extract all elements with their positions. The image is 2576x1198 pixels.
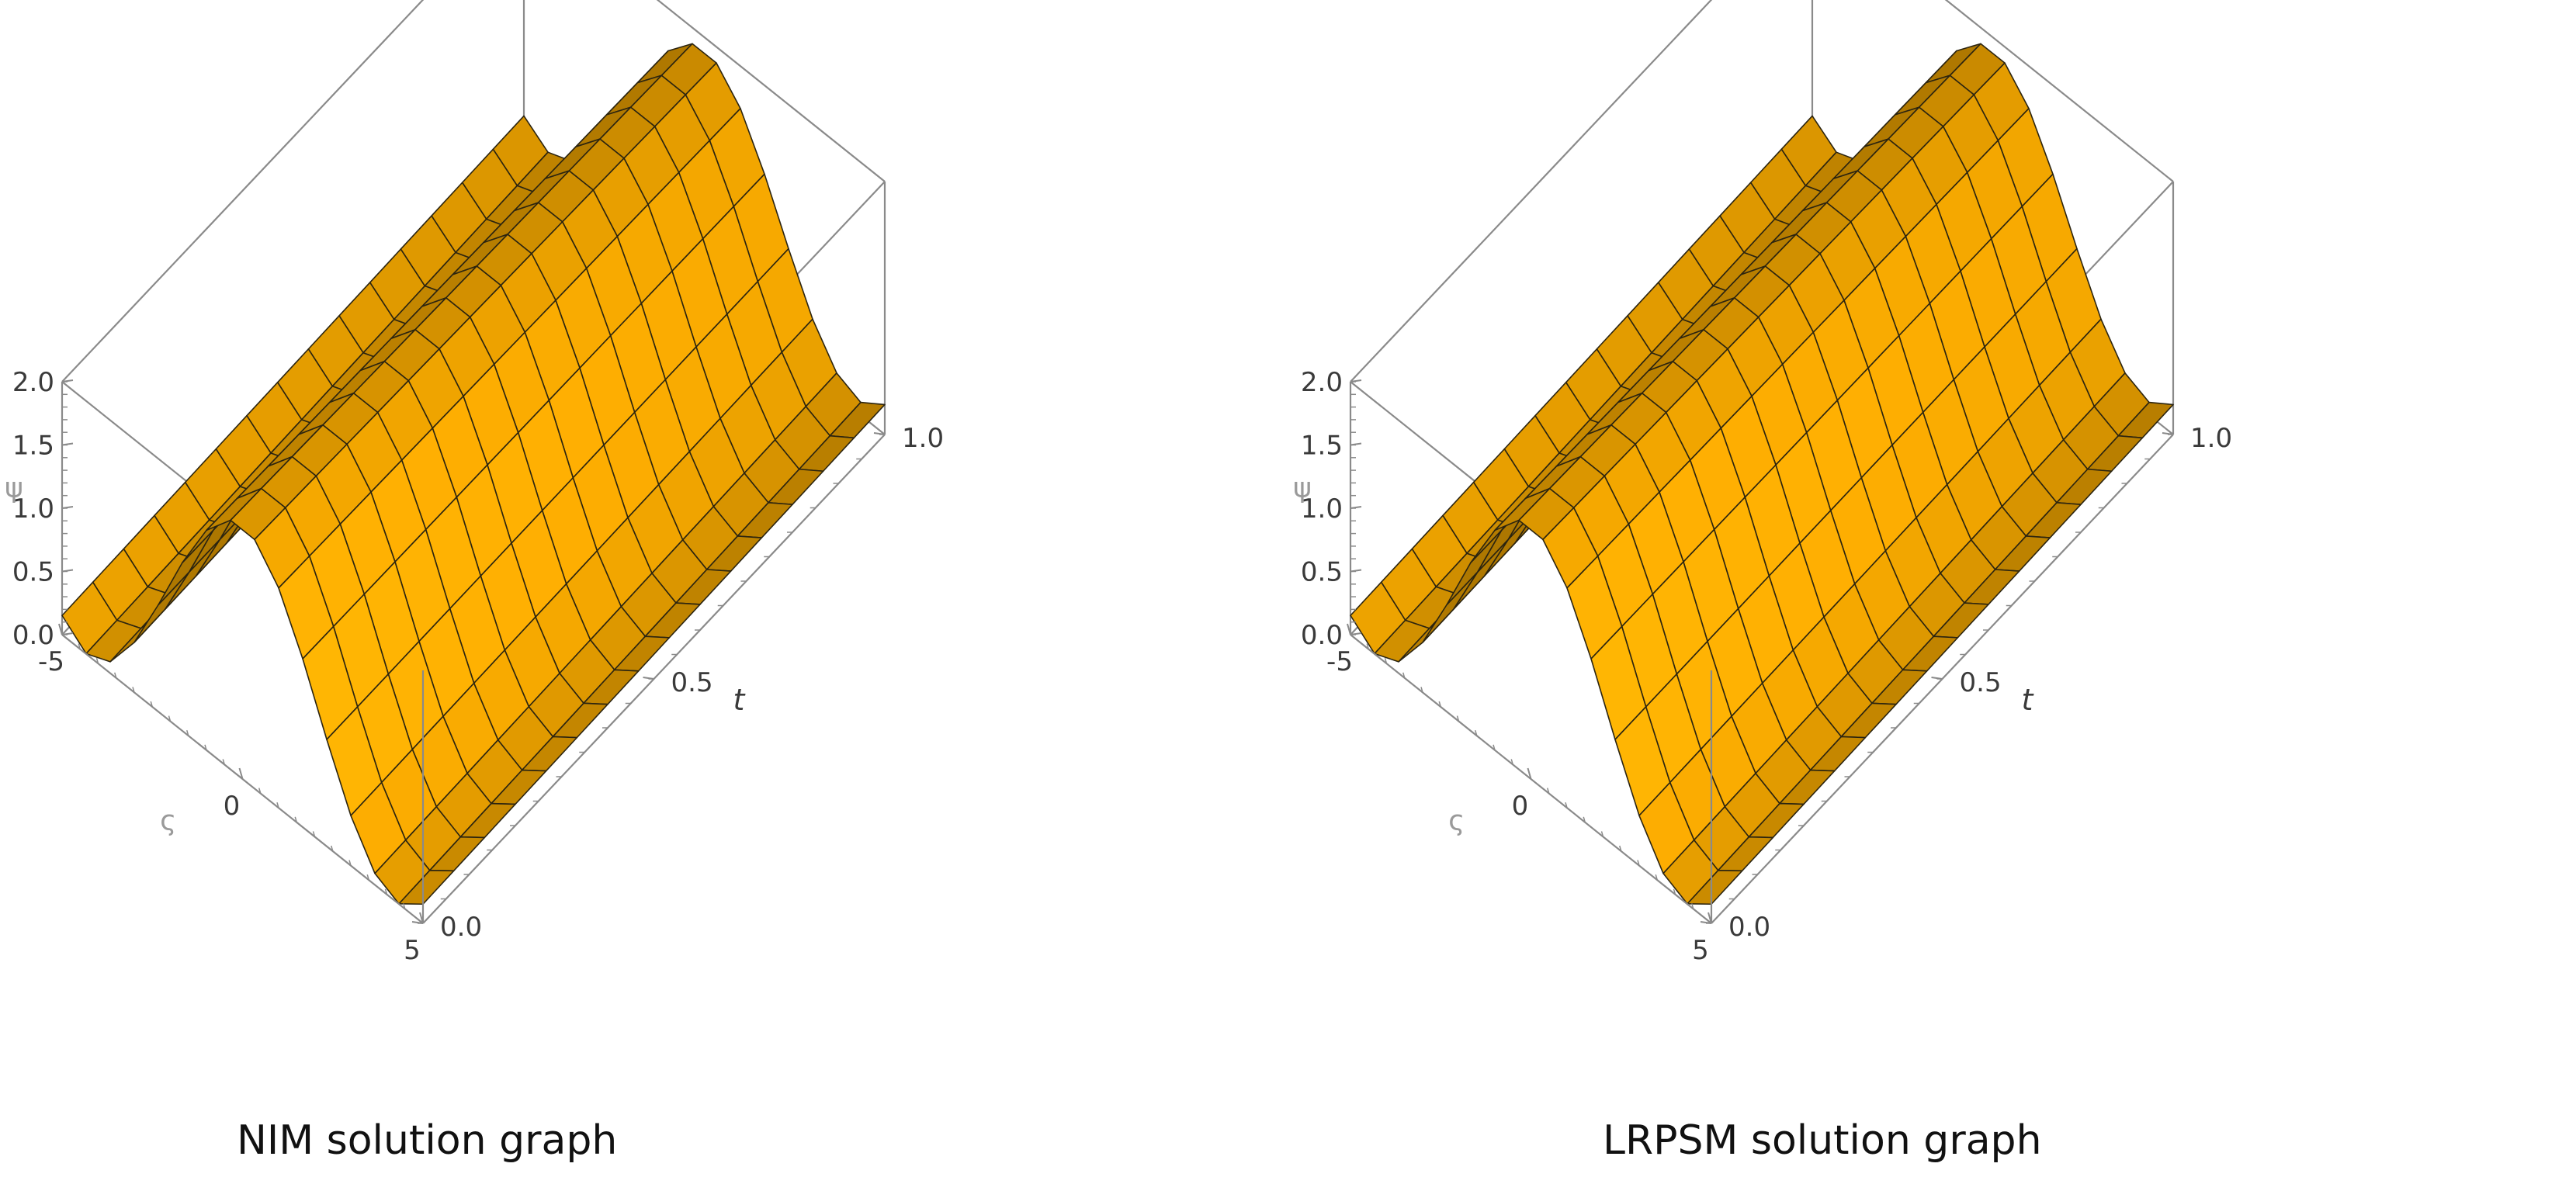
- x-minor-tick: [348, 860, 352, 866]
- t-tick-label: 0.0: [1728, 912, 1770, 943]
- x-minor-tick: [1528, 773, 1532, 780]
- x-minor-tick: [421, 917, 424, 924]
- z-tick-label: 0.5: [1301, 557, 1343, 588]
- x-minor-tick: [366, 874, 369, 881]
- t-tick-label: 0.0: [440, 912, 482, 943]
- z-tick-label: 2.0: [1301, 367, 1343, 398]
- x-minor-tick: [1384, 657, 1388, 664]
- z-tick-label: 1.5: [12, 431, 54, 462]
- x-minor-tick: [294, 816, 297, 823]
- box-edge: [656, 0, 886, 182]
- x-minor-tick: [312, 831, 316, 837]
- x-minor-tick: [186, 729, 189, 736]
- x-minor-tick: [78, 643, 81, 649]
- t-tick-label: 1.0: [902, 423, 944, 454]
- x-minor-tick: [1565, 802, 1568, 808]
- x-minor-tick: [1402, 672, 1406, 679]
- x-minor-tick: [114, 672, 117, 679]
- x-minor-tick: [331, 845, 334, 852]
- surface-mesh: [61, 43, 886, 905]
- x-axis-label: ς: [1448, 805, 1465, 836]
- t-axis-label: t: [733, 683, 747, 717]
- x-minor-tick: [60, 628, 63, 635]
- x-minor-tick: [276, 802, 279, 808]
- x-minor-tick: [1438, 701, 1441, 708]
- box-edge: [61, 0, 425, 383]
- x-minor-tick: [1420, 687, 1423, 693]
- z-tick-label: 1.0: [12, 493, 54, 525]
- x-tick-label: 0: [1512, 791, 1529, 822]
- x-minor-tick: [1547, 788, 1550, 794]
- x-tick-label: 0: [224, 791, 241, 822]
- x-minor-tick: [240, 773, 244, 780]
- x-minor-tick: [1600, 831, 1604, 837]
- t-tick-label: 0.5: [1960, 667, 2002, 698]
- box-edge: [1944, 0, 2174, 182]
- x-axis-label: ς: [160, 805, 176, 836]
- z-axis-label: ψ: [1293, 473, 1312, 504]
- surface-patch: [1687, 869, 1743, 905]
- z-tick-label: 0.0: [1301, 620, 1343, 651]
- z-tick-label: 1.0: [1301, 493, 1343, 525]
- x-tick-label: -5: [1326, 646, 1353, 677]
- surface-patch: [398, 869, 455, 905]
- x-minor-tick: [204, 744, 207, 751]
- x-tick-label: 5: [1692, 935, 1709, 966]
- t-tick-label: 1.0: [2190, 423, 2232, 454]
- t-axis-label: t: [2022, 683, 2035, 717]
- nim-surface-plot: 0.0 0.5 1.0 1.5 2.0 ψ -5 0 5 ς 0.0 0.5 1.0 t: [5, 0, 944, 966]
- x-minor-tick: [150, 701, 153, 708]
- t-tick-label: 0.5: [671, 667, 713, 698]
- x-minor-tick: [1619, 845, 1622, 852]
- x-minor-tick: [1583, 816, 1586, 823]
- x-minor-tick: [95, 657, 99, 664]
- x-minor-tick: [1691, 903, 1694, 909]
- x-minor-tick: [1456, 715, 1460, 722]
- lrpsm-caption: LRPSM solution graph: [1603, 1117, 2042, 1164]
- box-edge: [1350, 0, 1713, 383]
- lrpsm-surface-plot: 0.0 0.5 1.0 1.5 2.0 ψ -5 0 5 ς 0.0 0.5 1.0 t: [1293, 0, 2232, 966]
- z-axis-label: ψ: [5, 473, 23, 504]
- x-minor-tick: [1655, 874, 1658, 881]
- lrpsm-plot-panel: 0.0 0.5 1.0 1.5 2.0 ψ -5 0 5 ς 0.0 0.5 1.0 t LRPSM so…: [1288, 0, 2576, 1198]
- nim-caption: NIM solution graph: [237, 1117, 618, 1164]
- x-tick-label: 5: [404, 935, 421, 966]
- x-minor-tick: [1637, 860, 1640, 866]
- x-minor-tick: [222, 759, 225, 765]
- x-minor-tick: [1510, 759, 1513, 765]
- nim-plot-panel: 0.0 0.5 1.0 1.5 2.0 ψ -5 0 5 ς 0.0 0.5 1.0 t NIM solu…: [5, 0, 944, 1164]
- x-minor-tick: [1493, 744, 1496, 751]
- x-minor-tick: [1673, 888, 1676, 895]
- z-tick-label: 0.0: [12, 620, 54, 651]
- surface-mesh: [1350, 43, 2174, 905]
- x-minor-tick: [1348, 628, 1351, 635]
- x-minor-tick: [1475, 729, 1478, 736]
- x-minor-tick: [168, 715, 172, 722]
- x-minor-tick: [384, 888, 388, 895]
- x-minor-tick: [1366, 643, 1369, 649]
- z-tick-label: 0.5: [12, 557, 54, 588]
- x-tick-label: -5: [38, 646, 64, 677]
- x-minor-tick: [132, 687, 135, 693]
- x-minor-tick: [1709, 917, 1712, 924]
- x-minor-tick: [258, 788, 262, 794]
- z-tick-label: 1.5: [1301, 431, 1343, 462]
- x-minor-tick: [403, 903, 406, 909]
- z-tick-label: 2.0: [12, 367, 54, 398]
